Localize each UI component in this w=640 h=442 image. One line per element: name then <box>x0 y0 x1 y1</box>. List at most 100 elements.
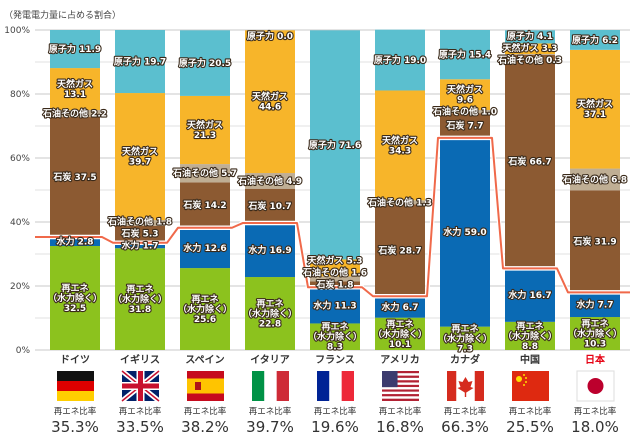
segment-label-line: 石油その他 1.0 <box>432 106 497 118</box>
flag-part <box>122 383 159 389</box>
ratio-value: 16.8% <box>376 418 424 436</box>
ratio-value: 39.7% <box>246 418 294 436</box>
flag-part <box>195 382 201 390</box>
segment-label: 石炭 28.7 <box>377 244 421 256</box>
flag-part <box>276 371 289 401</box>
segment-label-line: 再エネ <box>451 323 478 334</box>
segment-label: 天然ガス 5.3 <box>307 254 362 266</box>
segment-label-line: 8.3 <box>327 343 343 353</box>
bar-segment <box>245 30 295 174</box>
bar-segment <box>505 30 555 44</box>
bar-segment <box>440 110 490 114</box>
segment-label-line: 水力 7.7 <box>576 299 613 311</box>
ratio-value: 33.5% <box>116 418 164 436</box>
segment-label-line: 21.3 <box>194 131 216 141</box>
ratio-label: 再エネ比率 <box>444 406 487 417</box>
country-label: 日本 <box>585 353 606 366</box>
country-label: カナダ <box>450 353 480 366</box>
segment-label-line: 原子力 19.7 <box>114 56 166 68</box>
segment-label: 石油その他 0.3 <box>497 54 562 66</box>
segment-label-line: 石油その他 0.3 <box>497 54 562 66</box>
bar-segment <box>50 246 100 350</box>
segment-label: 石炭 14.2 <box>182 199 226 211</box>
segment-label: 再エネ（水力除く） 22.8 <box>243 299 297 330</box>
segment-label-line: 石炭 66.7 <box>507 156 551 168</box>
flag-star <box>523 384 525 386</box>
segment-label: 天然ガス 39.7 <box>122 146 158 168</box>
spain-flag-icon <box>187 371 224 401</box>
bar-segment <box>440 30 490 80</box>
flag-part <box>382 371 398 388</box>
flag-part <box>382 389 419 392</box>
segment-label-line: 石油その他 6.8 <box>562 173 627 185</box>
segment-label-line: 8.8 <box>522 342 538 352</box>
bar-segment <box>180 95 230 165</box>
segment-label-line: 水力 16.7 <box>508 289 551 301</box>
bar-segment <box>440 326 490 350</box>
segment-label-line: 水力 12.6 <box>183 242 226 254</box>
flag-part <box>447 371 457 401</box>
bar-segment <box>310 276 360 282</box>
segment-label-line: 39.7 <box>129 158 151 168</box>
segment-label-line: （水力除く） <box>48 292 102 304</box>
bar-segment <box>310 287 360 324</box>
segment-label: 原子力 0.0 <box>247 30 293 42</box>
segment-label-line: 44.6 <box>259 103 281 113</box>
bar-segment <box>115 30 165 94</box>
segment-label-line: 7.3 <box>457 344 473 354</box>
segment-label: 水力 59.0 <box>443 226 486 238</box>
segment-label: 石炭 1.8 <box>315 278 353 290</box>
segment-label-line: 37.1 <box>584 110 606 120</box>
segment-label: 水力 16.9 <box>248 244 291 256</box>
segment-label: 水力 11.3 <box>313 299 356 311</box>
segment-label: 天然ガス 13.1 <box>57 78 93 100</box>
bar-segment <box>570 292 620 318</box>
segment-label: 再エネ（水力除く） 10.1 <box>373 319 427 350</box>
segment-label-line: 再エネ <box>191 294 218 305</box>
segment-label-line: 25.6 <box>194 315 216 325</box>
segment-label: 再エネ（水力除く） 8.8 <box>503 321 557 352</box>
bar-segment <box>570 317 620 350</box>
segment-label-line: 石炭 1.8 <box>315 278 353 290</box>
bar-segment <box>310 259 360 277</box>
bar-segment <box>375 90 425 201</box>
ratio-label: 再エネ比率 <box>379 406 422 417</box>
flag-part <box>512 371 549 401</box>
segment-label: 水力 12.6 <box>183 242 226 254</box>
flag-border <box>576 370 615 402</box>
segment-label-line: 10.3 <box>584 340 606 350</box>
segment-label-line: 22.8 <box>259 320 281 330</box>
flag-part <box>252 371 265 401</box>
flag-part <box>382 387 419 390</box>
flag-part <box>382 377 419 381</box>
segment-label-line: 水力 59.0 <box>443 226 486 238</box>
country-label: フランス <box>315 354 355 366</box>
segment-label-line: 天然ガス <box>122 146 158 158</box>
segment-label: 水力 6.7 <box>381 301 418 313</box>
y-tick-label: 20% <box>10 282 30 292</box>
flag-part <box>382 371 419 374</box>
segment-label-line: 石油その他 1.8 <box>107 216 172 228</box>
ratio-label: 再エネ比率 <box>249 406 292 417</box>
bar-segment <box>310 323 360 350</box>
segment-label-line: （水力除く） <box>373 328 427 340</box>
segment-label-line: 天然ガス <box>252 91 288 103</box>
bar-segment <box>505 268 555 322</box>
country-label: イタリア <box>250 354 290 366</box>
flag-part <box>57 371 94 381</box>
segment-label: 原子力 15.4 <box>439 49 491 61</box>
segment-label: 石炭 66.7 <box>507 156 551 168</box>
flag-sun <box>587 378 604 394</box>
bar-segment <box>245 173 295 189</box>
segment-label-line: 天然ガス 5.3 <box>307 254 362 266</box>
flag-part <box>187 378 224 394</box>
segment-label-line: 石炭 31.9 <box>572 235 616 247</box>
segment-label-line: （水力除く） <box>178 303 232 315</box>
flag-part <box>382 380 419 383</box>
segment-label: 石油その他 5.7 <box>172 167 237 179</box>
segment-label-line: 天然ガス <box>187 119 223 131</box>
flag-part <box>382 394 419 397</box>
segment-label-line: （水力除く） <box>438 332 492 344</box>
segment-label-line: 水力 2.8 <box>56 236 93 248</box>
